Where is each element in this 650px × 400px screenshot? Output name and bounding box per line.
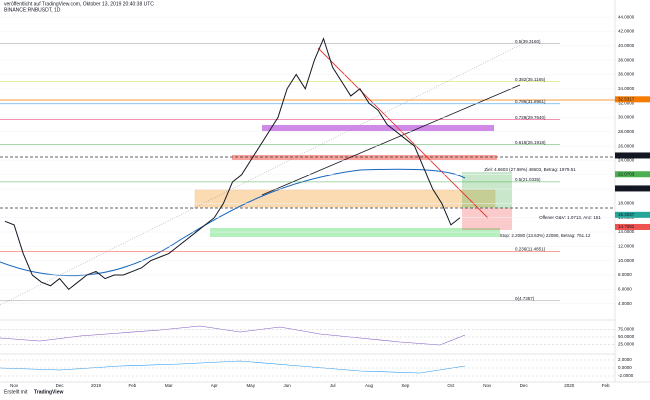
indicator-tick-label: 75.0000 [618,327,635,332]
y-tick-label: 6.0000 [618,287,632,292]
price-tag-label: 32.5317 [618,96,635,101]
zone-green [210,228,500,237]
trade-entry: Offener G&V: 1.0713, Anz: 151 [539,215,601,220]
y-tick-label: 18.0000 [618,201,635,206]
x-tick-label: Feb [602,383,610,388]
x-tick-label: Mar [165,383,173,388]
y-tick-label: 10.0000 [618,258,635,263]
y-tick-label: 12.0000 [618,244,635,249]
y-tick-label: 28.0000 [618,129,635,134]
zone-orange [194,189,496,208]
price-tag [615,185,650,192]
trend-line-red [317,47,489,219]
price-tag [615,171,650,178]
x-tick-label: 2019 [91,383,102,388]
header-symbol: BINANCE:RNBUSDT, 1D [4,7,61,13]
x-tick-label: Dec [56,383,65,388]
fib-label: 0.5(21.0335) [515,177,541,182]
y-tick-label: 14.0000 [618,229,635,234]
indicator-tick-label: 25.0000 [618,342,635,347]
header-title: veröffentlicht auf TradingView.com, Okto… [4,1,154,7]
y-tick-label: 8.0000 [618,272,632,277]
zone-purple [262,125,494,131]
price-tag-label: 24.6914 [618,153,635,158]
trade-target-box [462,172,512,208]
x-tick-label: Nov [10,383,19,388]
x-tick-label: 2020 [564,383,575,388]
fib-label: 0.786(31.8961) [515,99,546,104]
trade-stop: Stop: 2.2080 (13.63%) 22080, Betrag: 751… [500,233,591,238]
x-tick-label: Sep [401,383,410,388]
y-tick-label: 36.0000 [618,72,635,77]
y-tick-label: 38.0000 [618,57,635,62]
indicator-tick-label: 2.0000 [618,357,632,362]
price-tag-label: 16.4037 [618,212,635,217]
fib-label: 0.5(39.3160) [515,39,541,44]
price-line [4,37,461,291]
y-tick-label: 44.0000 [618,14,635,19]
footer-brand: TradingView [34,389,63,395]
price-tag-label: 14.7082 [618,224,635,229]
x-tick-label: Aug [365,383,374,388]
y-tick-label: 30.0000 [618,115,635,120]
price-tag [615,152,650,159]
y-tick-label: 4.0000 [618,301,632,306]
trade-stop-box [462,208,512,230]
price-tag [615,211,650,218]
indicator-tick-label: -2.0000 [618,373,634,378]
footer-text: Erstellt mit [4,389,28,395]
y-tick-label: 26.0000 [618,143,635,148]
y-tick-label: 32.0000 [618,100,635,105]
x-tick-label: Jun [283,383,291,388]
price-tag [615,223,650,230]
price-tag-label: 20.0880 [618,186,635,191]
price-tag-label: 22.0703 [618,171,635,176]
x-tick-label: Feb [129,383,137,388]
price-tag [615,96,650,103]
zone-red [232,155,497,160]
trend-line-dotted [0,44,521,306]
x-tick-label: Jul [330,383,336,388]
y-tick-label: 24.0000 [618,158,635,163]
macd-line [0,360,466,374]
fib-label: 0.236(11.4851) [515,247,546,252]
x-tick-label: Nov [483,383,492,388]
y-tick-label: 34.0000 [618,86,635,91]
indicator-tick-label: 0.0000 [618,365,632,370]
x-tick-label: May [246,383,255,388]
moving-average [0,168,466,277]
fib-label: 0.728(29.7640) [515,115,546,120]
fib-label: 0(4.7357) [515,296,535,301]
x-tick-label: Dec [520,383,529,388]
indicator-tick-label: 50.0000 [618,334,635,339]
trade-target: Ziel: 4.8603 (27.98%) 48603, Betrag: 197… [484,167,576,172]
y-tick-label: 40.0000 [618,43,635,48]
x-tick-label: Oct [447,383,455,388]
fib-label: 0.382(35.1165) [515,77,546,82]
fib-label: 0.618(26.1918) [515,140,546,145]
y-tick-label: 42.0000 [618,29,635,34]
rsi-line [0,325,466,346]
x-tick-label: Apr [211,383,219,388]
